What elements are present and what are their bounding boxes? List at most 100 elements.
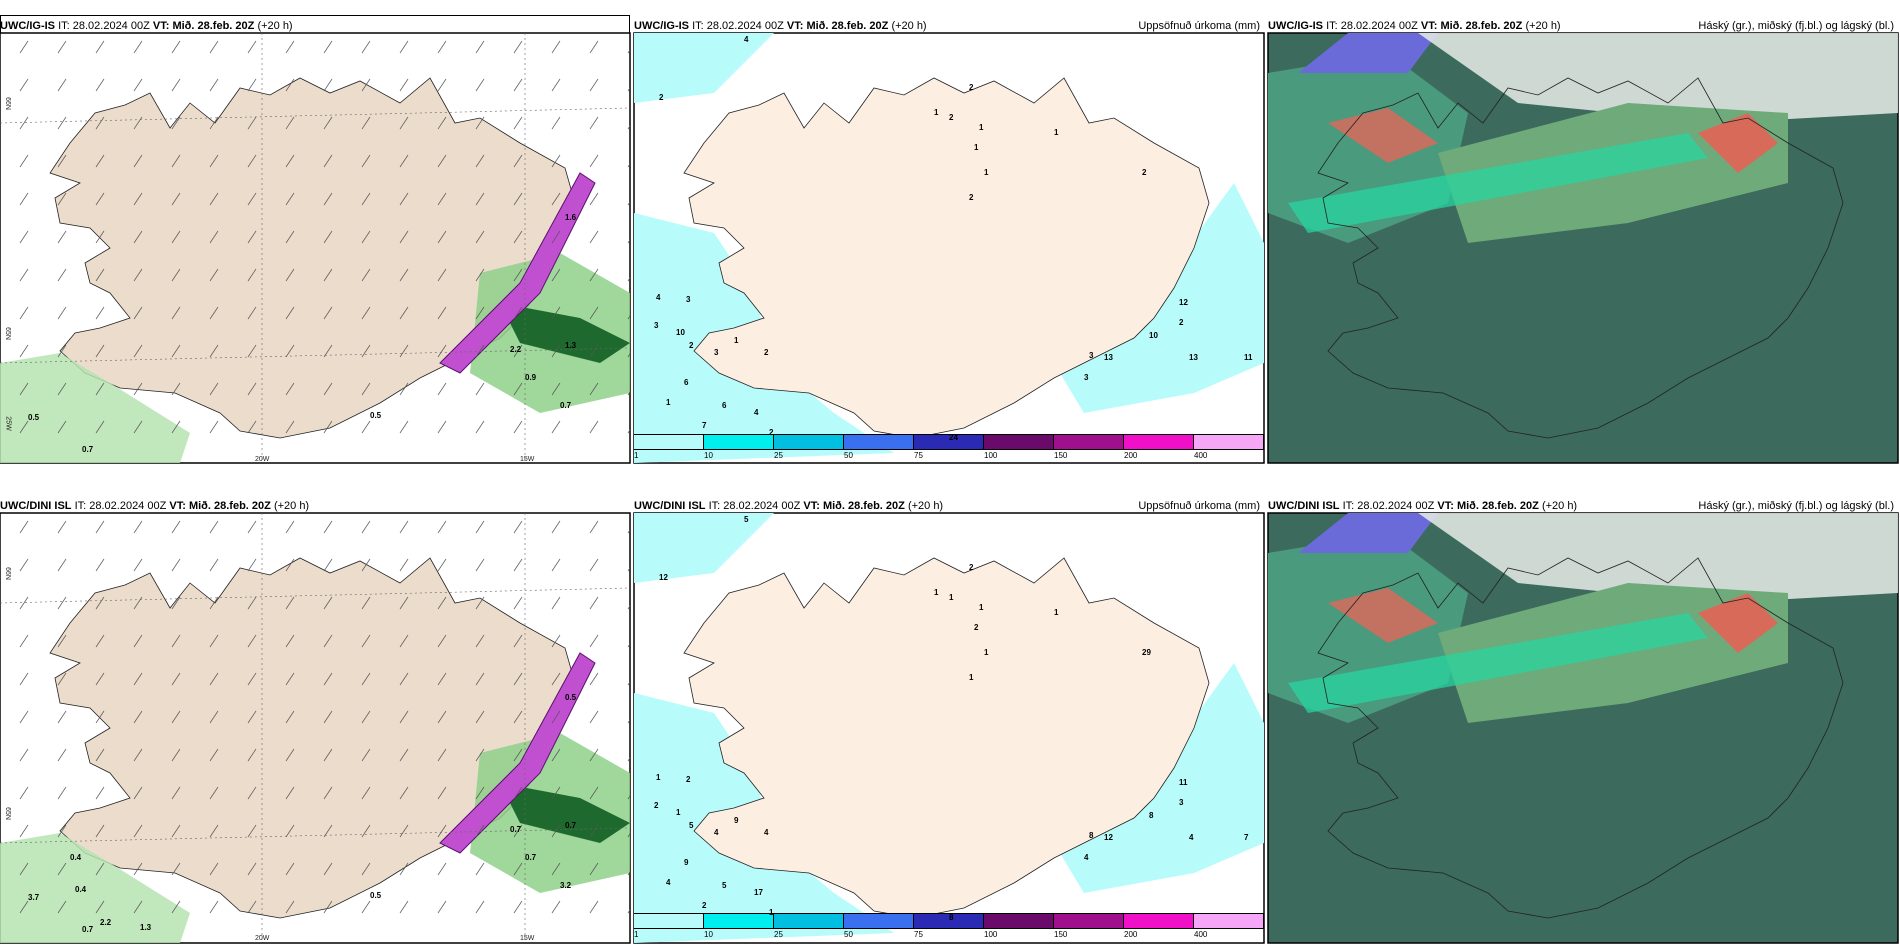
- wind-barb: [323, 900, 333, 914]
- wind-barb: [247, 558, 257, 572]
- wind-barb: [627, 719, 630, 724]
- colorbar-segment: [634, 913, 704, 929]
- snow-accum-label: 1.6: [565, 213, 577, 222]
- lead-time: (+20 h): [257, 20, 293, 32]
- convective-cloud-west: [1328, 108, 1438, 163]
- wind-barb: [209, 862, 219, 876]
- colorbar-label: 200: [1124, 451, 1138, 460]
- lon-label-15w-top: 15W: [520, 456, 535, 463]
- wind-barb: [323, 748, 333, 762]
- wind-barb: [399, 748, 409, 762]
- precip-value-label: 1: [984, 168, 989, 177]
- snow-accum-label: 0.7: [510, 825, 522, 834]
- wind-barb: [551, 748, 561, 762]
- wind-barb: [589, 558, 599, 572]
- wind-barb: [57, 900, 67, 914]
- wind-barb: [57, 786, 67, 800]
- init-time: 28.02.2024 00Z: [89, 500, 167, 512]
- wind-barb: [475, 558, 485, 572]
- wind-barb: [95, 710, 105, 724]
- wind-barb: [209, 596, 219, 610]
- wind-barb: [437, 558, 447, 572]
- high-cloud-north: [1418, 33, 1898, 123]
- wind-barb: [247, 748, 257, 762]
- vt-label: VT:: [152, 20, 170, 32]
- valid-time: Mið. 28.feb. 20Z: [1440, 20, 1523, 32]
- precip-value-label: 1: [974, 143, 979, 152]
- snow-accum-label: 3.2: [560, 881, 572, 890]
- wind-barb: [513, 710, 523, 724]
- wind-barb: [57, 862, 67, 876]
- lon-label-20w-top: 20W: [255, 456, 270, 463]
- wind-barb: [209, 672, 219, 686]
- wind-barb: [247, 596, 257, 610]
- wind-barb: [247, 862, 257, 876]
- wind-map-panel-top: [0, 15, 630, 463]
- colorbar-label: 1: [634, 451, 639, 460]
- wind-barb: [513, 558, 523, 572]
- wind-barb: [399, 786, 409, 800]
- wind-barb: [171, 596, 181, 610]
- wind-barb: [627, 681, 630, 686]
- wind-barb: [361, 786, 371, 800]
- snow-accum-label: 1.3: [565, 341, 577, 350]
- wind-barb: [171, 634, 181, 648]
- init-time: 28.02.2024 00Z: [1340, 20, 1418, 32]
- wind-barb: [551, 634, 561, 648]
- wind-barb: [323, 520, 333, 534]
- precip-value-label: 1: [984, 648, 989, 657]
- it-label: IT:: [1342, 500, 1355, 512]
- wind-barb: [475, 710, 485, 724]
- colorbar-segment: [1194, 913, 1264, 929]
- wind-barb: [171, 748, 181, 762]
- precip-value-label: 1: [979, 123, 984, 132]
- precip-value-label: 2: [1179, 318, 1184, 327]
- wind-barb: [361, 520, 371, 534]
- lat-label-66n-bottom: 66N: [3, 567, 11, 580]
- wind-barb: [361, 862, 371, 876]
- lon-label-25w-top: 25W: [4, 416, 12, 431]
- wind-barb: [361, 596, 371, 610]
- wind-barb: [209, 900, 219, 914]
- wind-barb: [171, 786, 181, 800]
- wind-barb: [57, 748, 67, 762]
- precip-value-label: 11: [1179, 778, 1188, 787]
- precip-colorbar-top: 1 10 25 50 75 100 150 200 400: [634, 434, 1264, 462]
- wind-barb: [57, 672, 67, 686]
- wind-barb: [285, 672, 295, 686]
- wind-barb: [133, 596, 143, 610]
- wind-barb: [95, 748, 105, 762]
- wind-barb: [551, 824, 561, 838]
- vt-label: VT:: [1420, 20, 1438, 32]
- wind-barb: [437, 862, 447, 876]
- colorbar-label: 50: [844, 451, 853, 460]
- map-panel-cloud-top: [1267, 32, 1899, 464]
- wind-barb: [513, 786, 523, 800]
- colorbar-label: 150: [1054, 451, 1068, 460]
- wind-barb: [437, 824, 447, 838]
- wind-barb: [323, 710, 333, 724]
- colorbar-label: 25: [774, 451, 783, 460]
- wind-barb: [133, 748, 143, 762]
- low-cloud-band: [1288, 613, 1708, 713]
- cloud-band-central: [1438, 103, 1788, 243]
- precip-value-label: 4: [764, 828, 769, 837]
- precip-value-label: 8: [1089, 831, 1094, 840]
- precip-value-label: 1: [769, 908, 774, 917]
- wind-barb: [399, 558, 409, 572]
- precip-value-label: 9: [684, 858, 689, 867]
- wind-barb: [437, 900, 447, 914]
- wind-barb: [513, 900, 523, 914]
- snow-accum-label: 0.7: [560, 401, 572, 410]
- colorbar-label: 100: [984, 451, 998, 460]
- precip-value-label: 4: [744, 35, 749, 44]
- precip-value-label: 5: [744, 515, 749, 524]
- wind-barb: [475, 596, 485, 610]
- snow-accum-label: 0.5: [370, 891, 382, 900]
- wind-barb: [551, 520, 561, 534]
- precip-shade-southeast: [470, 733, 630, 893]
- precip-value-label: 5: [689, 821, 694, 830]
- convective-cloud-east: [1698, 113, 1778, 173]
- wind-barb: [247, 900, 257, 914]
- wind-barb: [589, 634, 599, 648]
